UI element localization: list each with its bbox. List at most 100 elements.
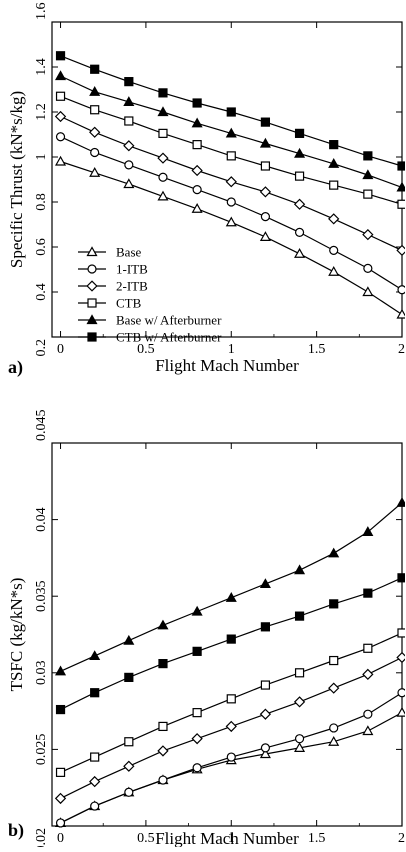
data-point xyxy=(227,753,235,761)
data-point xyxy=(193,99,201,107)
data-point xyxy=(56,667,65,675)
data-point xyxy=(124,761,134,771)
y-tick-label: 1 xyxy=(34,154,49,161)
data-point xyxy=(193,141,201,149)
data-point xyxy=(330,657,338,665)
data-point xyxy=(158,621,167,629)
y-tick-label: 0.02 xyxy=(34,828,49,847)
data-point xyxy=(261,213,269,221)
data-point xyxy=(193,647,201,655)
y-tick-label: 0.04 xyxy=(34,507,49,532)
legend-marker xyxy=(88,265,96,273)
data-point xyxy=(364,264,372,272)
data-point xyxy=(364,589,372,597)
data-point xyxy=(398,286,406,294)
data-point xyxy=(91,689,99,697)
data-point xyxy=(296,172,304,180)
y-tick-label: 0.4 xyxy=(34,283,49,301)
data-point xyxy=(261,232,270,240)
data-point xyxy=(193,709,201,717)
data-point xyxy=(397,653,406,663)
data-point xyxy=(57,133,65,141)
data-point xyxy=(193,764,201,772)
y-tick-label: 0.2 xyxy=(34,339,49,357)
data-point xyxy=(192,734,202,744)
data-point xyxy=(227,152,235,160)
data-point xyxy=(90,651,99,659)
data-point xyxy=(57,819,65,827)
panel-label: b) xyxy=(8,820,24,841)
data-point xyxy=(227,198,235,206)
data-point xyxy=(329,267,338,275)
x-tick-label: 1 xyxy=(228,342,235,357)
plot-frame xyxy=(52,22,402,337)
data-point xyxy=(296,735,304,743)
data-point xyxy=(193,186,201,194)
data-point xyxy=(398,708,406,716)
data-point xyxy=(90,777,100,787)
data-point xyxy=(91,65,99,73)
data-point xyxy=(90,87,99,95)
data-point xyxy=(159,660,167,668)
y-tick-label: 0.035 xyxy=(34,580,49,612)
panel-a-chart: Specific Thrust (kN*s/kg) Flight Mach Nu… xyxy=(7,3,406,379)
data-point xyxy=(193,607,202,615)
data-point xyxy=(159,776,167,784)
data-point xyxy=(124,636,133,644)
data-point xyxy=(330,600,338,608)
data-point xyxy=(261,579,270,587)
data-point xyxy=(192,166,202,176)
data-point xyxy=(125,78,133,86)
data-point xyxy=(329,214,339,224)
data-point xyxy=(125,161,133,169)
data-point xyxy=(226,177,236,187)
data-point xyxy=(125,788,133,796)
data-point xyxy=(56,794,66,804)
data-point xyxy=(364,644,372,652)
data-point xyxy=(329,683,339,693)
data-point xyxy=(159,722,167,730)
data-point xyxy=(364,152,372,160)
x-tick-label: 0 xyxy=(57,342,64,357)
legend-entry: CTB xyxy=(116,296,142,311)
data-point xyxy=(227,108,235,116)
data-point xyxy=(125,673,133,681)
data-point xyxy=(90,127,100,137)
legend-marker xyxy=(87,281,97,291)
x-tick-label: 2 xyxy=(398,831,405,846)
data-point xyxy=(261,681,269,689)
data-point xyxy=(398,574,406,582)
data-point xyxy=(158,746,168,756)
data-point xyxy=(159,173,167,181)
data-point xyxy=(261,162,269,170)
panel-label: a) xyxy=(8,357,23,378)
data-point xyxy=(56,72,65,80)
x-tick-label: 1 xyxy=(228,831,235,846)
data-point xyxy=(296,612,304,620)
data-point xyxy=(124,141,134,151)
data-point xyxy=(398,498,406,506)
legend-entry: CTB w/ Afterburner xyxy=(116,330,222,345)
y-tick-label: 0.8 xyxy=(34,193,49,211)
data-point xyxy=(295,249,304,257)
data-point xyxy=(57,768,65,776)
series-lines xyxy=(56,52,406,318)
y-axis-title: Specific Thrust (kN*s/kg) xyxy=(7,91,26,268)
data-point xyxy=(363,230,373,240)
legend-entry: 2-ITB xyxy=(116,279,148,294)
y-tick-label: 0.025 xyxy=(34,734,49,766)
data-point xyxy=(227,635,235,643)
data-point xyxy=(91,753,99,761)
y-tick-label: 0.03 xyxy=(34,661,49,686)
data-point xyxy=(159,129,167,137)
x-tick-label: 0 xyxy=(57,831,64,846)
data-point xyxy=(261,709,271,719)
data-point xyxy=(364,190,372,198)
data-point xyxy=(363,288,372,296)
legend-entry: Base w/ Afterburner xyxy=(116,313,222,328)
data-point xyxy=(330,246,338,254)
data-point xyxy=(330,724,338,732)
data-point xyxy=(363,670,373,680)
data-point xyxy=(227,218,236,226)
